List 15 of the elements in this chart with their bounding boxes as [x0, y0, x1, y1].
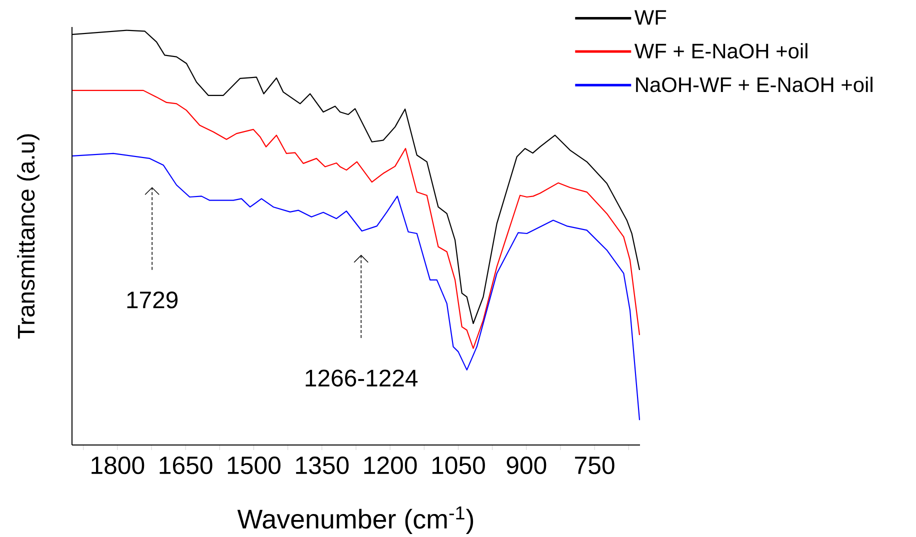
legend-label: NaOH-WF + E-NaOH +oil [636, 76, 872, 92]
x-tick-label: 900 [506, 456, 546, 474]
x-tick-label: 1650 [160, 456, 212, 474]
x-tick-label: 1800 [92, 456, 144, 474]
x-tick-label: 1050 [432, 456, 485, 474]
x-tick-label: 1350 [296, 456, 349, 474]
legend-label: WF [634, 10, 666, 25]
legend-label: WF + E-NaOH +oil [634, 43, 808, 59]
x-tick-label: 1500 [228, 456, 280, 474]
x-axis-title: Wavenumber (cm$^{-1}$) [237, 506, 474, 534]
y-axis-title: Transmittance (a.u) [17, 134, 40, 339]
x-tick-label: 1200 [364, 456, 417, 474]
annotation: 1729 [127, 291, 178, 308]
annotation: 1266-1224 [306, 370, 418, 387]
x-tick-label: 750 [575, 456, 614, 474]
